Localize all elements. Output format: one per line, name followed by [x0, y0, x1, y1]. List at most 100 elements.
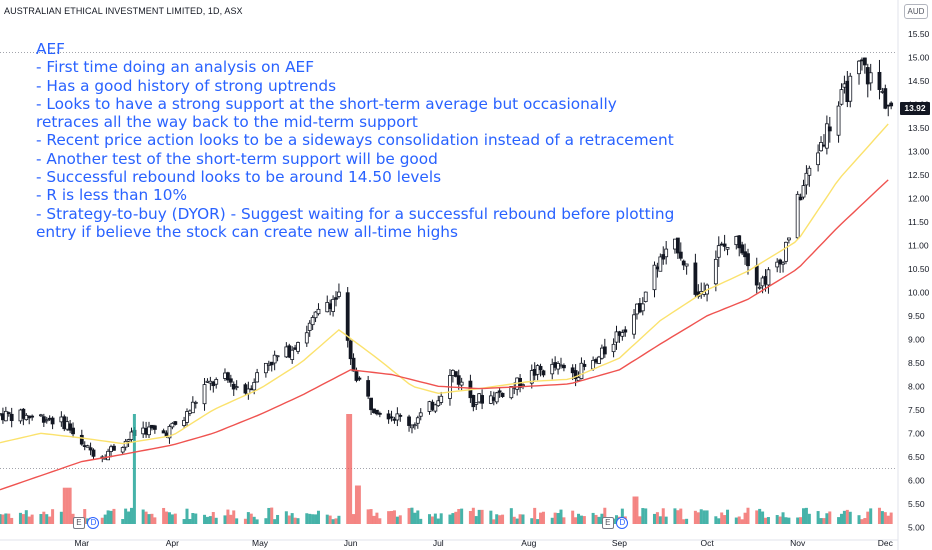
volume-bar: [734, 517, 738, 524]
volume-bar: [685, 518, 689, 524]
mid-term-moving-average-line: [0, 179, 889, 491]
last-price-badge: 13.92: [900, 102, 930, 115]
volume-bar: [150, 513, 154, 524]
volume-bar: [334, 518, 338, 524]
candle-body: [410, 425, 414, 429]
volume-bar: [845, 509, 849, 524]
candle-body: [652, 264, 657, 291]
volume-bar: [448, 514, 452, 524]
volume-bar: [676, 510, 680, 524]
currency-label[interactable]: AUD: [904, 4, 928, 19]
candle-body: [640, 303, 645, 312]
candle-body: [786, 237, 791, 241]
volume-bar: [305, 513, 309, 524]
volume-bar: [387, 511, 391, 524]
dividend-event-icon[interactable]: D: [616, 517, 629, 529]
candle-body: [272, 354, 277, 364]
volume-bar: [264, 518, 268, 524]
volume-bar: [314, 514, 318, 524]
candle-body: [471, 395, 476, 408]
volume-bar: [512, 516, 516, 524]
candle-body: [819, 142, 823, 152]
candle-body: [310, 317, 315, 326]
candle-body: [746, 253, 750, 267]
volume-bar: [68, 487, 72, 524]
volume-bar: [413, 512, 417, 524]
volume-bar: [825, 513, 829, 524]
volume-bar: [416, 510, 420, 524]
candle-body: [348, 340, 353, 360]
volume-bar: [477, 509, 481, 524]
volume-bar: [290, 513, 294, 524]
volume-bar: [100, 517, 104, 524]
candle-body: [713, 258, 718, 285]
price-tick-label: 12.50: [908, 170, 930, 180]
volume-bar: [276, 514, 280, 524]
volume-bar: [331, 519, 335, 524]
earnings-event-icon[interactable]: E: [601, 517, 614, 529]
date-tick-label: Jul: [433, 538, 444, 548]
candle-body: [337, 291, 341, 297]
candle-body: [541, 370, 546, 376]
volume-bar: [24, 510, 28, 524]
volume-bar: [807, 513, 811, 524]
candle-body: [44, 419, 49, 422]
candle-body: [71, 427, 75, 435]
date-tick-label: Aug: [521, 538, 536, 548]
date-tick-label: Apr: [166, 538, 179, 548]
volume-bar: [7, 513, 11, 524]
volume-bar: [743, 512, 747, 524]
volume-bar: [165, 511, 169, 524]
candle-body: [857, 60, 861, 75]
volume-layer: [0, 414, 893, 524]
volume-bar: [436, 518, 440, 524]
price-tick-label: 8.50: [908, 358, 925, 368]
volume-bar: [536, 519, 540, 524]
volume-bar: [574, 517, 578, 524]
candle-body: [369, 397, 373, 411]
candle-body: [412, 424, 417, 427]
volume-bar: [141, 509, 145, 524]
volume-bar: [761, 511, 765, 524]
volume-bar: [51, 509, 55, 524]
volume-bar: [433, 513, 437, 524]
price-tick-label: 6.50: [908, 452, 925, 462]
volume-bar: [252, 516, 256, 524]
volume-bar: [293, 517, 297, 524]
volume-bar: [696, 512, 700, 524]
dividend-event-icon[interactable]: D: [87, 517, 100, 529]
analysis-note-line: - Has a good history of strong uptrends: [36, 76, 337, 95]
candle-body: [632, 314, 636, 335]
volume-bar: [121, 519, 125, 524]
candle-body: [795, 193, 800, 239]
volume-bar: [369, 509, 373, 524]
analysis-note-line: - Strategy-to-buy (DYOR) - Suggest waiti…: [36, 204, 675, 223]
volume-bar: [346, 414, 350, 524]
candle-body: [275, 355, 280, 358]
volume-bar: [235, 518, 239, 524]
volume-bar: [21, 514, 25, 524]
candle-body: [304, 332, 309, 344]
volume-bar: [366, 509, 370, 524]
candle-body: [85, 445, 90, 448]
volume-bar: [819, 518, 823, 524]
candle-body: [375, 409, 379, 415]
volume-bar: [495, 514, 499, 524]
volume-bar: [127, 511, 131, 524]
volume-bar: [1, 514, 5, 524]
candle-body: [331, 298, 335, 312]
candle-body: [334, 297, 338, 300]
candle-body: [106, 450, 111, 461]
volume-bar: [553, 512, 557, 524]
candle-body: [766, 269, 771, 286]
analysis-note[interactable]: AEF - First time doing an analysis on AEF…: [36, 40, 676, 241]
volume-bar: [109, 510, 113, 524]
earnings-event-icon[interactable]: E: [72, 517, 85, 529]
volume-bar: [764, 517, 768, 524]
volume-bar: [822, 518, 826, 524]
candle-body: [582, 363, 587, 367]
candle-body: [807, 167, 812, 176]
volume-bar: [562, 517, 566, 524]
